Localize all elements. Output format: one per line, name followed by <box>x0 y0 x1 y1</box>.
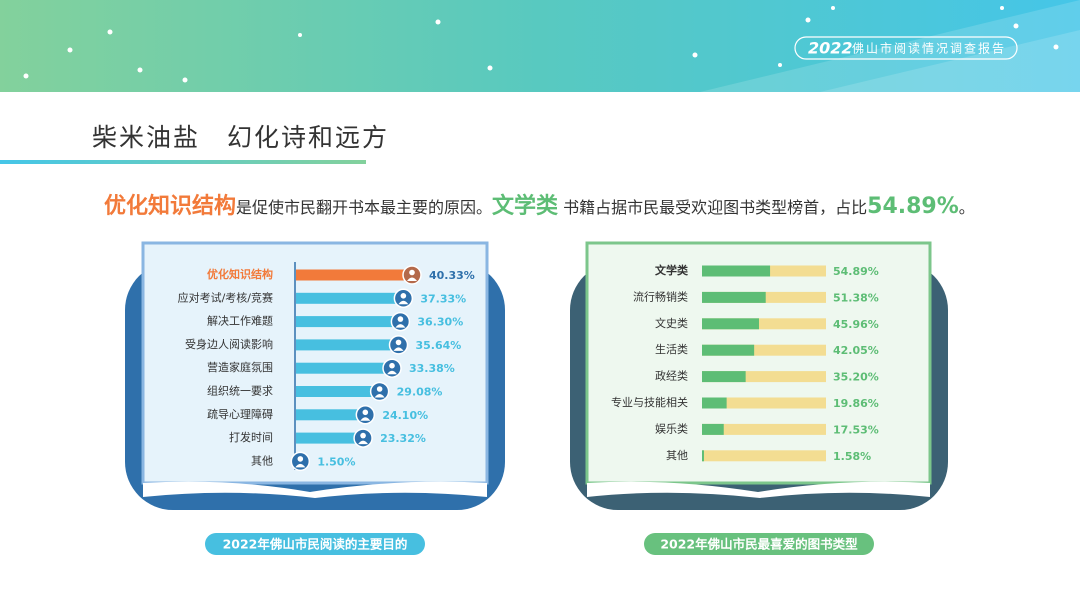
category-label: 其他 <box>251 454 273 467</box>
headline-text: 书籍占据市民最受欢迎图书类型榜首，占比 <box>558 198 868 217</box>
category-label: 文学类 <box>655 263 689 277</box>
value-label: 1.58% <box>833 450 871 463</box>
bar-track <box>702 423 826 435</box>
bar <box>702 318 759 330</box>
category-label: 其他 <box>666 449 688 462</box>
person-icon-head <box>389 362 395 369</box>
banner-dots <box>23 6 1059 83</box>
value-label: 23.32% <box>380 432 426 445</box>
bar <box>296 409 366 421</box>
value-label: 42.05% <box>833 344 879 357</box>
bar-track <box>702 450 826 462</box>
person-icon-head <box>360 432 366 439</box>
person-icon-head <box>362 409 369 416</box>
book-bottom <box>143 481 487 498</box>
category-label: 流行畅销类 <box>633 289 688 303</box>
section-title: 柴米油盐 幻化诗和远方 <box>92 123 389 152</box>
category-label: 打发时间 <box>229 430 273 444</box>
bar <box>296 339 399 351</box>
value-label: 54.89% <box>833 265 879 278</box>
banner-shape <box>820 30 1080 92</box>
badge-year: 2022 <box>808 39 853 58</box>
person-icon-body <box>360 417 371 421</box>
person-icon-head <box>395 339 402 346</box>
bar-track <box>702 371 826 383</box>
category-label: 组织统一要求 <box>207 384 273 398</box>
value-label: 37.33% <box>420 292 466 305</box>
value-label: 17.53% <box>833 423 879 436</box>
person-icon-head <box>409 269 415 276</box>
person-icon-body <box>374 394 385 398</box>
value-label: 1.50% <box>317 455 355 468</box>
person-icon-head <box>397 316 404 322</box>
value-label: 36.30% <box>417 316 463 329</box>
person-icon-body <box>358 440 369 445</box>
bar <box>296 292 404 304</box>
category-label: 受身边人阅读影响 <box>185 337 273 351</box>
headline-highlight: 文学类 <box>492 194 559 219</box>
person-icon-body <box>395 324 406 328</box>
person-icon-body <box>398 300 409 305</box>
category-label: 专业与技能相关 <box>611 395 688 409</box>
badge-text: 佛山市阅读情况调查报告 <box>852 41 1006 56</box>
book-bottom <box>587 481 930 498</box>
bar <box>702 344 755 356</box>
caption-pill <box>205 533 425 555</box>
headline-highlight: 优化知识结构 <box>104 194 237 219</box>
category-label: 娱乐类 <box>655 421 688 435</box>
bar <box>296 362 393 374</box>
bar <box>296 316 401 328</box>
category-label: 文史类 <box>655 316 688 330</box>
value-label: 29.08% <box>397 386 443 399</box>
caption-pill <box>644 533 874 555</box>
value-label: 35.20% <box>833 371 879 384</box>
bar-track <box>702 318 826 330</box>
headline-text: 。 <box>958 198 975 217</box>
title-underline <box>0 160 366 164</box>
person-icon-body <box>407 277 417 281</box>
person-icon-body <box>387 370 398 375</box>
value-label: 40.33% <box>429 269 475 282</box>
chart-title: 2022年佛山市民阅读的主要目的 <box>223 537 408 552</box>
bar <box>702 397 727 409</box>
bar-track <box>702 344 826 356</box>
value-label: 19.86% <box>833 397 879 410</box>
category-label: 生活类 <box>655 342 688 356</box>
value-label: 51.38% <box>833 291 879 304</box>
person-icon-body <box>393 347 404 351</box>
category-label: 营造家庭氛围 <box>207 360 273 374</box>
bar <box>702 371 746 383</box>
category-label: 疏导心理障碍 <box>207 407 273 421</box>
category-label: 应对考试/考核/竞赛 <box>178 290 273 304</box>
bar <box>296 432 364 444</box>
banner-shape <box>700 0 1080 92</box>
headline-highlight: 54.89% <box>867 194 959 219</box>
bar <box>296 386 380 397</box>
person-icon-head <box>297 456 304 462</box>
category-label: 解决工作难题 <box>207 314 273 328</box>
book-page <box>585 241 932 485</box>
person-icon-head <box>400 293 407 299</box>
bar <box>702 423 724 435</box>
badge <box>794 36 1018 60</box>
headline-text: 是促使市民翻开书本最主要的原因。 <box>236 198 493 217</box>
chart-title: 2022年佛山市民最喜爱的图书类型 <box>660 537 858 552</box>
bar <box>702 450 704 462</box>
value-label: 24.10% <box>382 409 428 422</box>
banner <box>0 0 1080 92</box>
value-label: 33.38% <box>409 362 455 375</box>
person-icon-head <box>376 386 383 392</box>
headline: 优化知识结构是促使市民翻开书本最主要的原因。文学类 书籍占据市民最受欢迎图书类型… <box>104 188 975 220</box>
bar-track <box>702 397 826 409</box>
bar <box>296 269 412 281</box>
person-icon-body <box>295 463 306 468</box>
category-label: 政经类 <box>655 369 688 383</box>
bar <box>702 291 766 303</box>
value-label: 35.64% <box>416 339 462 352</box>
bar <box>702 265 771 277</box>
category-label: 优化知识结构 <box>207 267 273 281</box>
value-label: 45.96% <box>833 318 879 331</box>
